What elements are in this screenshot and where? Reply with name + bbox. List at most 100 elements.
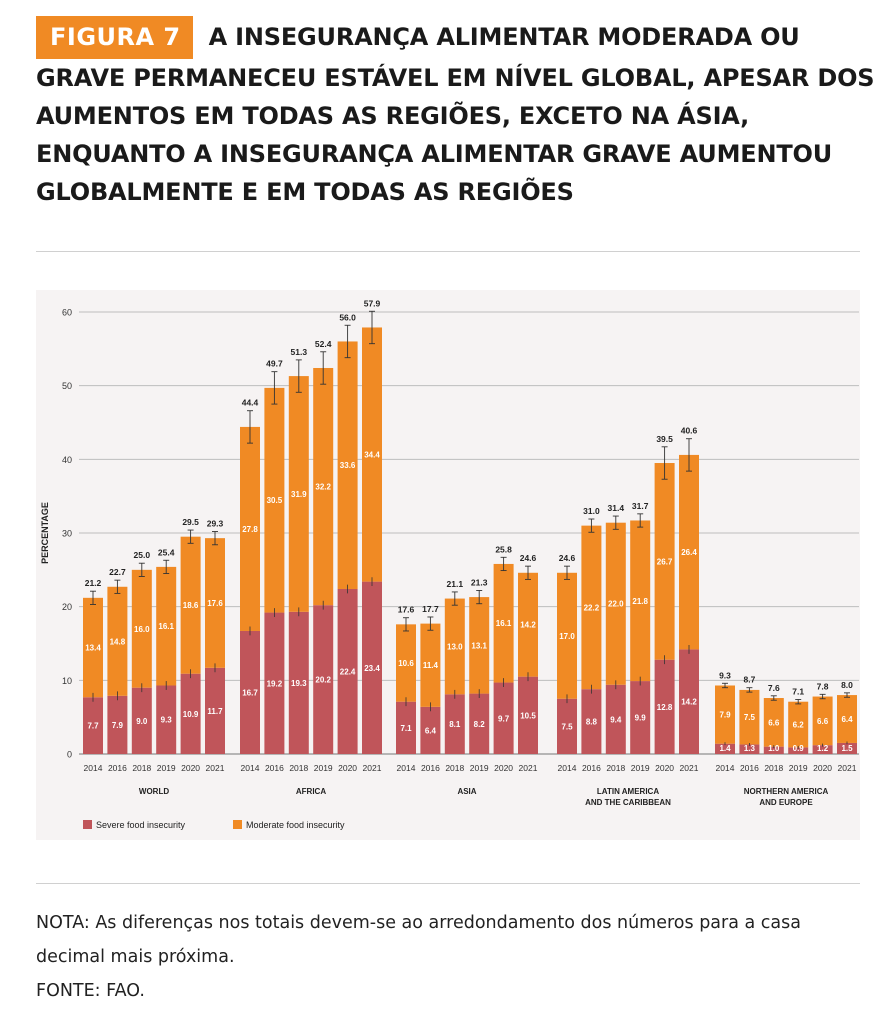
group-label: AND EUROPE (759, 798, 813, 807)
total-label: 31.0 (583, 506, 600, 516)
moderate-bar (264, 387, 285, 613)
severe-bar (107, 695, 128, 754)
moderate-bar (518, 572, 538, 677)
x-tick-label: 2016 (421, 763, 440, 773)
bottom-divider (36, 883, 860, 884)
y-tick-label: 20 (62, 602, 72, 612)
figure-badge: FIGURA 7 (36, 16, 193, 59)
moderate-bar (493, 563, 514, 683)
source-text: FONTE: FAO. (36, 981, 145, 1001)
total-label: 22.7 (109, 567, 126, 577)
total-label: 21.3 (471, 577, 488, 587)
y-tick-label: 50 (62, 381, 72, 391)
severe-value-label: 10.9 (183, 710, 199, 719)
x-tick-label: 2014 (716, 763, 735, 773)
moderate-value-label: 13.4 (85, 644, 101, 653)
moderate-bar (763, 698, 784, 747)
x-tick-label: 2014 (397, 763, 416, 773)
severe-bar (205, 667, 225, 754)
y-tick-label: 10 (62, 676, 72, 686)
moderate-bar (337, 341, 358, 589)
moderate-bar (180, 536, 201, 674)
severe-bar (444, 694, 465, 754)
moderate-value-label: 18.6 (183, 601, 199, 610)
severe-value-label: 7.1 (400, 724, 412, 733)
moderate-value-label: 6.6 (768, 718, 780, 727)
severe-value-label: 1.3 (744, 744, 756, 753)
severe-value-label: 1.0 (768, 744, 780, 753)
moderate-bar (788, 701, 809, 748)
severe-bar (812, 745, 833, 754)
total-label: 7.8 (817, 681, 829, 691)
moderate-bar (420, 623, 441, 707)
x-tick-label: 2016 (108, 763, 127, 773)
moderate-value-label: 21.8 (632, 597, 648, 606)
severe-value-label: 16.7 (242, 688, 258, 697)
severe-value-label: 0.9 (793, 744, 805, 753)
moderate-value-label: 32.2 (315, 483, 331, 492)
moderate-value-label: 16.0 (134, 625, 150, 634)
moderate-value-label: 33.6 (340, 461, 356, 470)
group-label: AND THE CARIBBEAN (585, 798, 671, 807)
stacked-bar-chart: 0 10 20 30 40 50 60 PERCENTAGE 21.2 13.4 7.7 2014 22… (40, 298, 859, 830)
legend-swatch-moderate (233, 820, 242, 829)
severe-bar (518, 676, 538, 754)
severe-bar (763, 746, 784, 754)
total-label: 49.7 (266, 359, 283, 369)
moderate-value-label: 13.0 (447, 642, 463, 651)
moderate-bar (396, 624, 416, 702)
total-label: 29.3 (207, 519, 224, 529)
total-label: 31.4 (608, 503, 625, 513)
moderate-value-label: 26.4 (681, 548, 697, 557)
chart-panel: 0 10 20 30 40 50 60 PERCENTAGE 21.2 13.4 7.7 2014 22… (36, 290, 860, 840)
severe-bar (264, 612, 285, 754)
severe-bar (679, 649, 699, 754)
moderate-value-label: 11.4 (423, 661, 439, 670)
x-tick-label: 2019 (470, 763, 489, 773)
x-tick-label: 2020 (181, 763, 200, 773)
total-label: 31.7 (632, 501, 649, 511)
total-label: 56.0 (339, 312, 356, 322)
x-tick-label: 2020 (655, 763, 674, 773)
moderate-bar (715, 685, 735, 744)
severe-value-label: 1.5 (841, 744, 853, 753)
total-label: 40.6 (681, 426, 698, 436)
moderate-bar (654, 463, 675, 660)
top-divider (36, 251, 860, 252)
total-label: 25.4 (158, 547, 175, 557)
severe-value-label: 7.9 (112, 721, 124, 730)
severe-bar (83, 697, 103, 754)
severe-value-label: 9.3 (161, 716, 173, 725)
severe-value-label: 9.0 (136, 717, 148, 726)
severe-value-label: 7.7 (87, 722, 99, 731)
group-label: ASIA (457, 787, 476, 796)
moderate-bar (156, 566, 177, 686)
total-label: 44.4 (242, 398, 259, 408)
x-tick-label: 2018 (132, 763, 151, 773)
moderate-value-label: 17.0 (559, 632, 575, 641)
severe-bar (605, 684, 626, 754)
severe-value-label: 19.3 (291, 679, 307, 688)
moderate-bar (107, 586, 128, 696)
moderate-value-label: 16.1 (158, 622, 174, 631)
total-label: 57.9 (364, 298, 381, 308)
x-tick-label: 2014 (558, 763, 577, 773)
moderate-value-label: 26.7 (657, 557, 673, 566)
severe-value-label: 8.8 (586, 718, 598, 727)
severe-value-label: 8.2 (474, 720, 486, 729)
total-label: 24.6 (520, 553, 537, 563)
x-tick-label: 2020 (338, 763, 357, 773)
moderate-value-label: 13.1 (471, 641, 487, 650)
severe-value-label: 11.7 (207, 707, 223, 716)
moderate-value-label: 14.8 (110, 637, 126, 646)
severe-bar (240, 630, 260, 754)
moderate-bar (630, 520, 651, 682)
x-tick-label: 2014 (241, 763, 260, 773)
x-tick-label: 2016 (740, 763, 759, 773)
severe-bar (630, 681, 651, 754)
moderate-bar (240, 426, 260, 631)
total-label: 21.1 (447, 579, 464, 589)
x-tick-label: 2016 (265, 763, 284, 773)
